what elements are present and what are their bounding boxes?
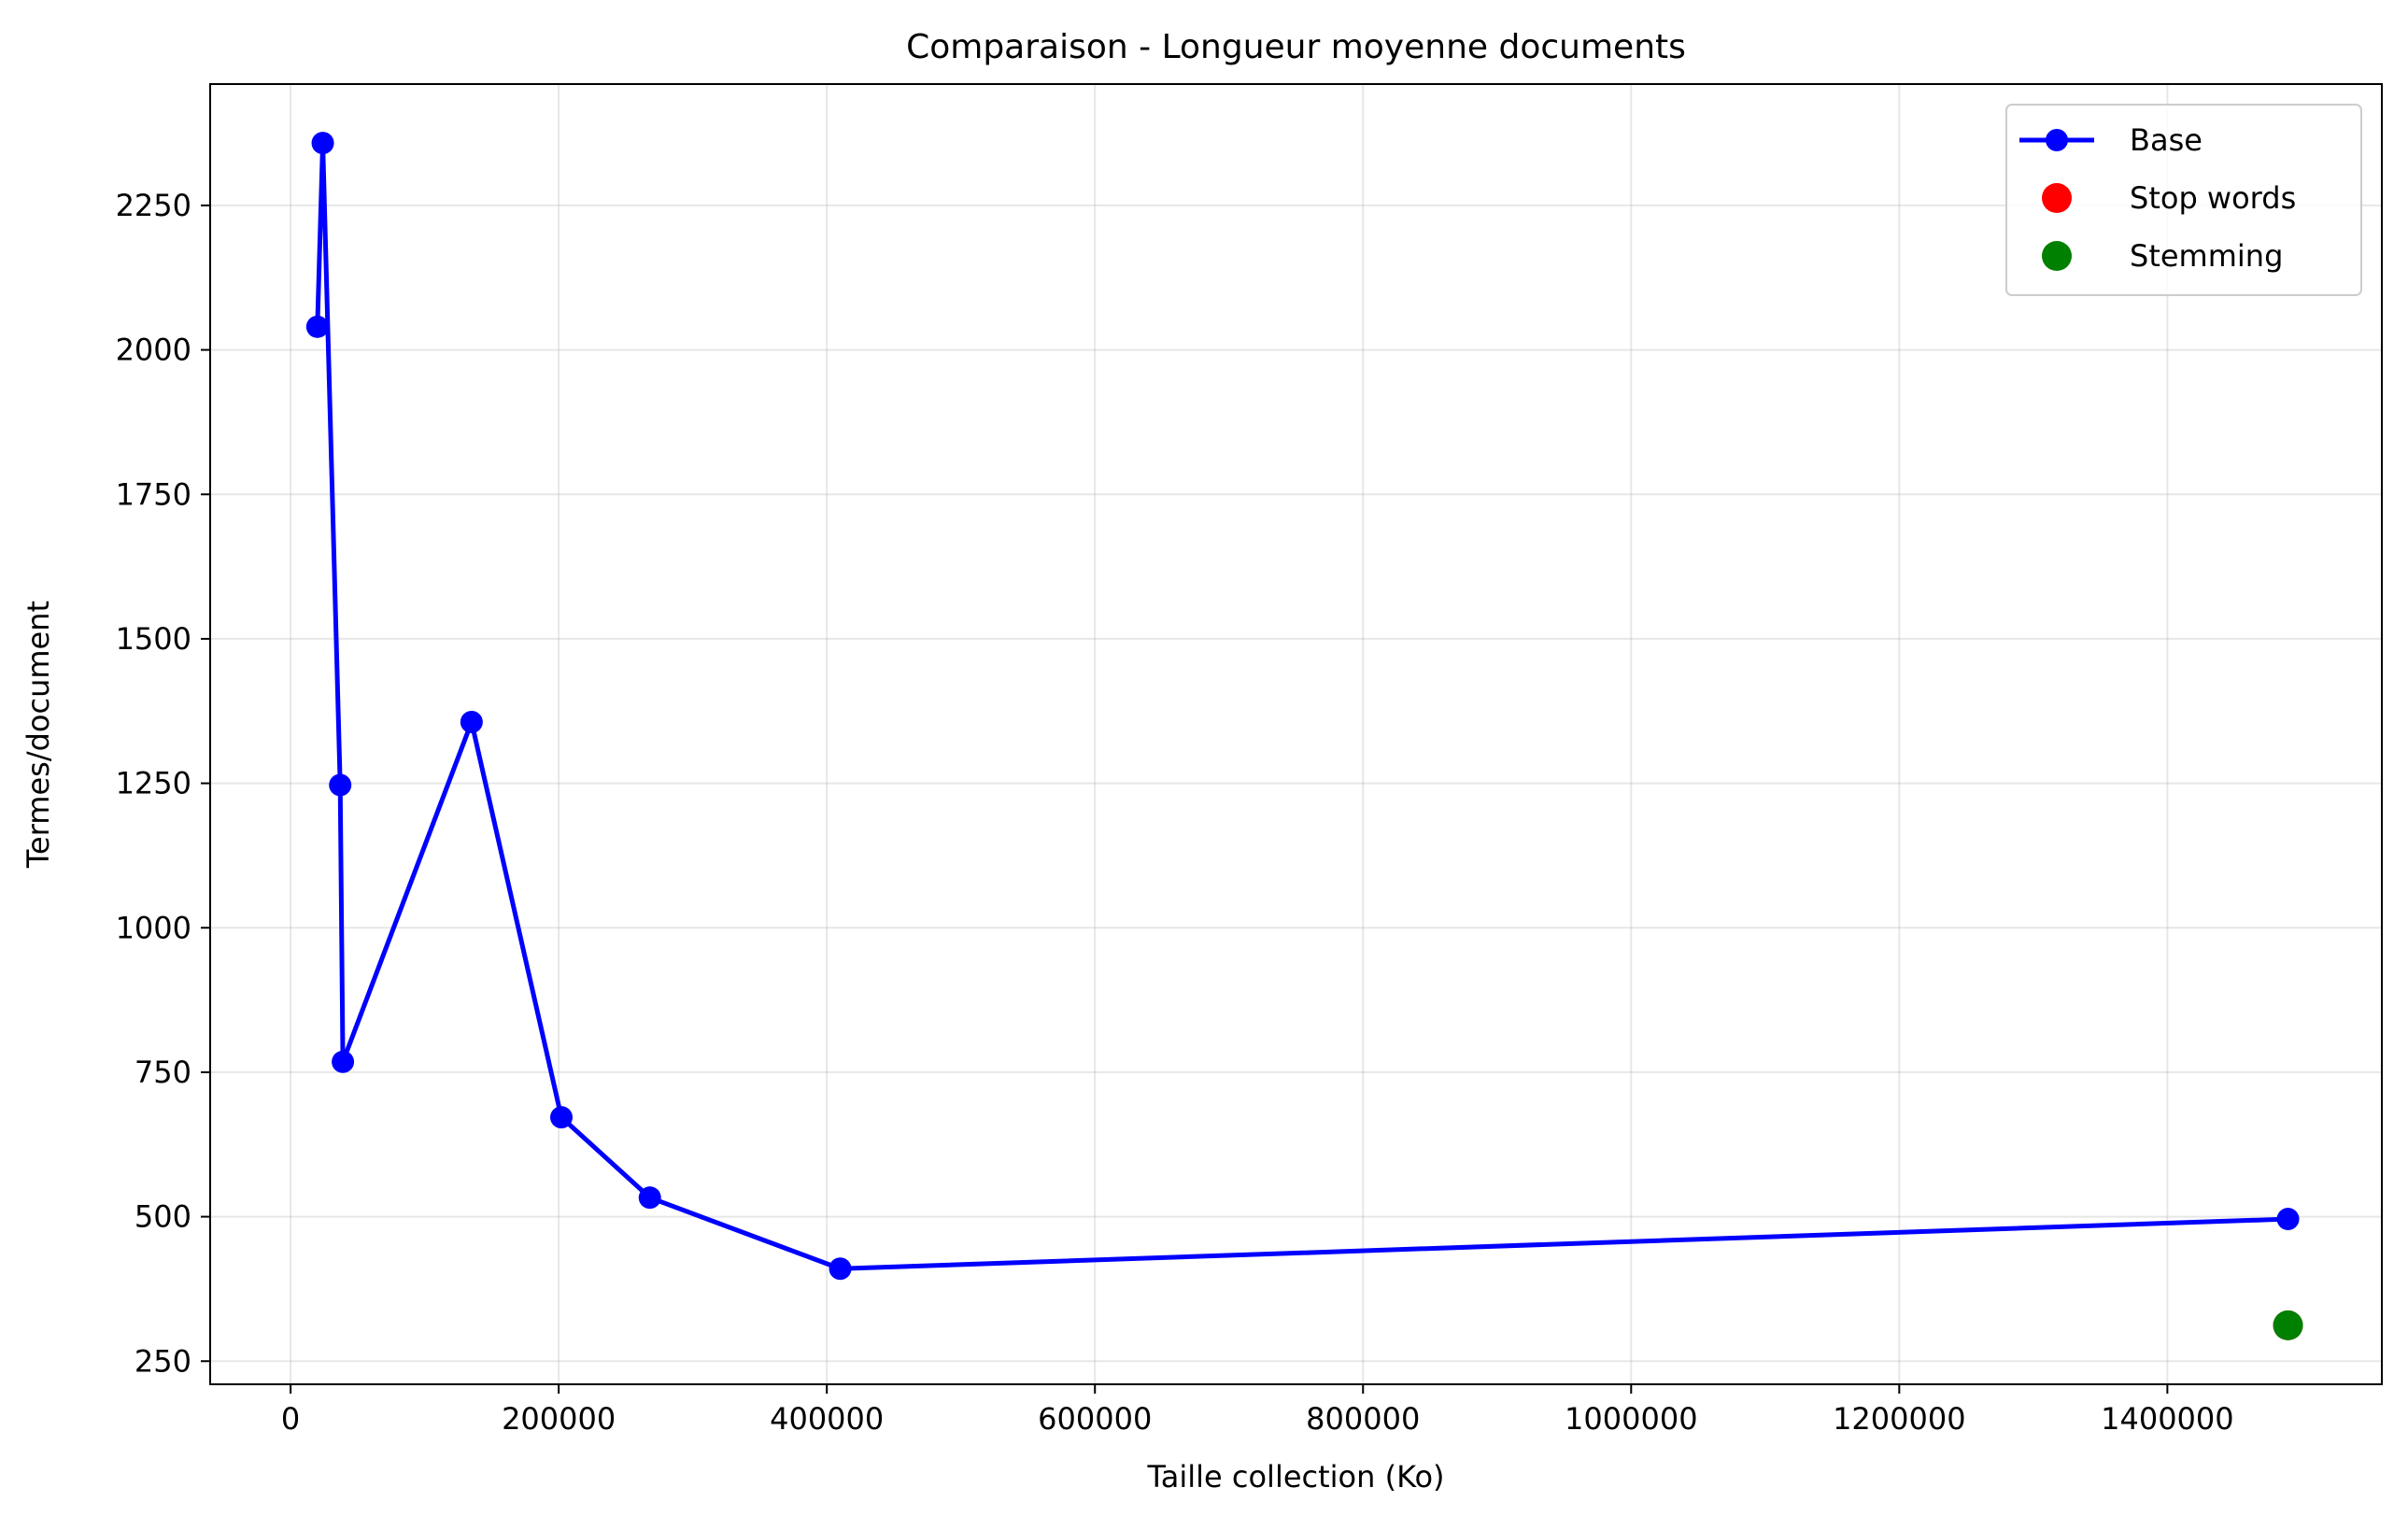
data-point (550, 1106, 574, 1129)
x-tick-label: 1000000 (1565, 1401, 1698, 1437)
y-tick-label: 2250 (116, 188, 191, 223)
series-layer (305, 132, 2303, 1340)
data-point (638, 1186, 661, 1210)
axes-frame (209, 83, 2383, 1385)
y-tick-label: 1500 (116, 621, 191, 657)
x-tick-label: 800000 (1306, 1401, 1420, 1437)
y-tick-label: 2000 (116, 333, 191, 368)
legend-label: Base (2130, 122, 2203, 158)
y-tick-label: 250 (135, 1343, 191, 1379)
data-point (311, 132, 334, 155)
y-axis: 250 500 750 1000 1250 1500 1750 2000 2250 (116, 188, 210, 1379)
y-tick-label: 1750 (116, 476, 191, 512)
series-stemming (2273, 1310, 2303, 1340)
data-point (829, 1257, 852, 1281)
legend-marker (2046, 129, 2068, 151)
y-tick-label: 1250 (116, 766, 191, 801)
x-tick-label: 200000 (502, 1401, 616, 1437)
y-axis-label: Termes/document (21, 601, 56, 869)
legend-marker (2042, 183, 2072, 213)
x-tick-label: 0 (281, 1401, 300, 1437)
legend-item: Base (2019, 122, 2203, 158)
data-point (329, 773, 352, 797)
data-point (2276, 1208, 2300, 1231)
legend-marker (2042, 241, 2072, 271)
legend-item: Stop words (2042, 180, 2296, 216)
series-base (305, 132, 2300, 1281)
x-axis: 0 200000 400000 600000 800000 1000000 1200000 1… (281, 1384, 2234, 1437)
grid (210, 84, 2382, 1384)
chart-title: Comparaison - Longueur moyenne documents (906, 28, 1686, 66)
legend: Base Stop words Stemming (2005, 104, 2362, 296)
data-point (460, 711, 483, 734)
legend-box (2005, 104, 2362, 296)
y-tick-label: 500 (135, 1199, 191, 1235)
legend-item: Stemming (2042, 238, 2283, 274)
x-tick-label: 400000 (770, 1401, 884, 1437)
legend-label: Stemming (2130, 238, 2283, 274)
data-point (305, 315, 329, 338)
data-point (332, 1050, 355, 1073)
x-tick-label: 600000 (1038, 1401, 1152, 1437)
x-tick-label: 1400000 (2101, 1401, 2234, 1437)
y-tick-label: 1000 (116, 910, 191, 945)
data-point (2273, 1310, 2303, 1340)
y-tick-label: 750 (135, 1055, 191, 1090)
x-axis-label: Taille collection (Ko) (1146, 1459, 1444, 1495)
legend-label: Stop words (2130, 180, 2296, 216)
x-tick-label: 1200000 (1833, 1401, 1966, 1437)
